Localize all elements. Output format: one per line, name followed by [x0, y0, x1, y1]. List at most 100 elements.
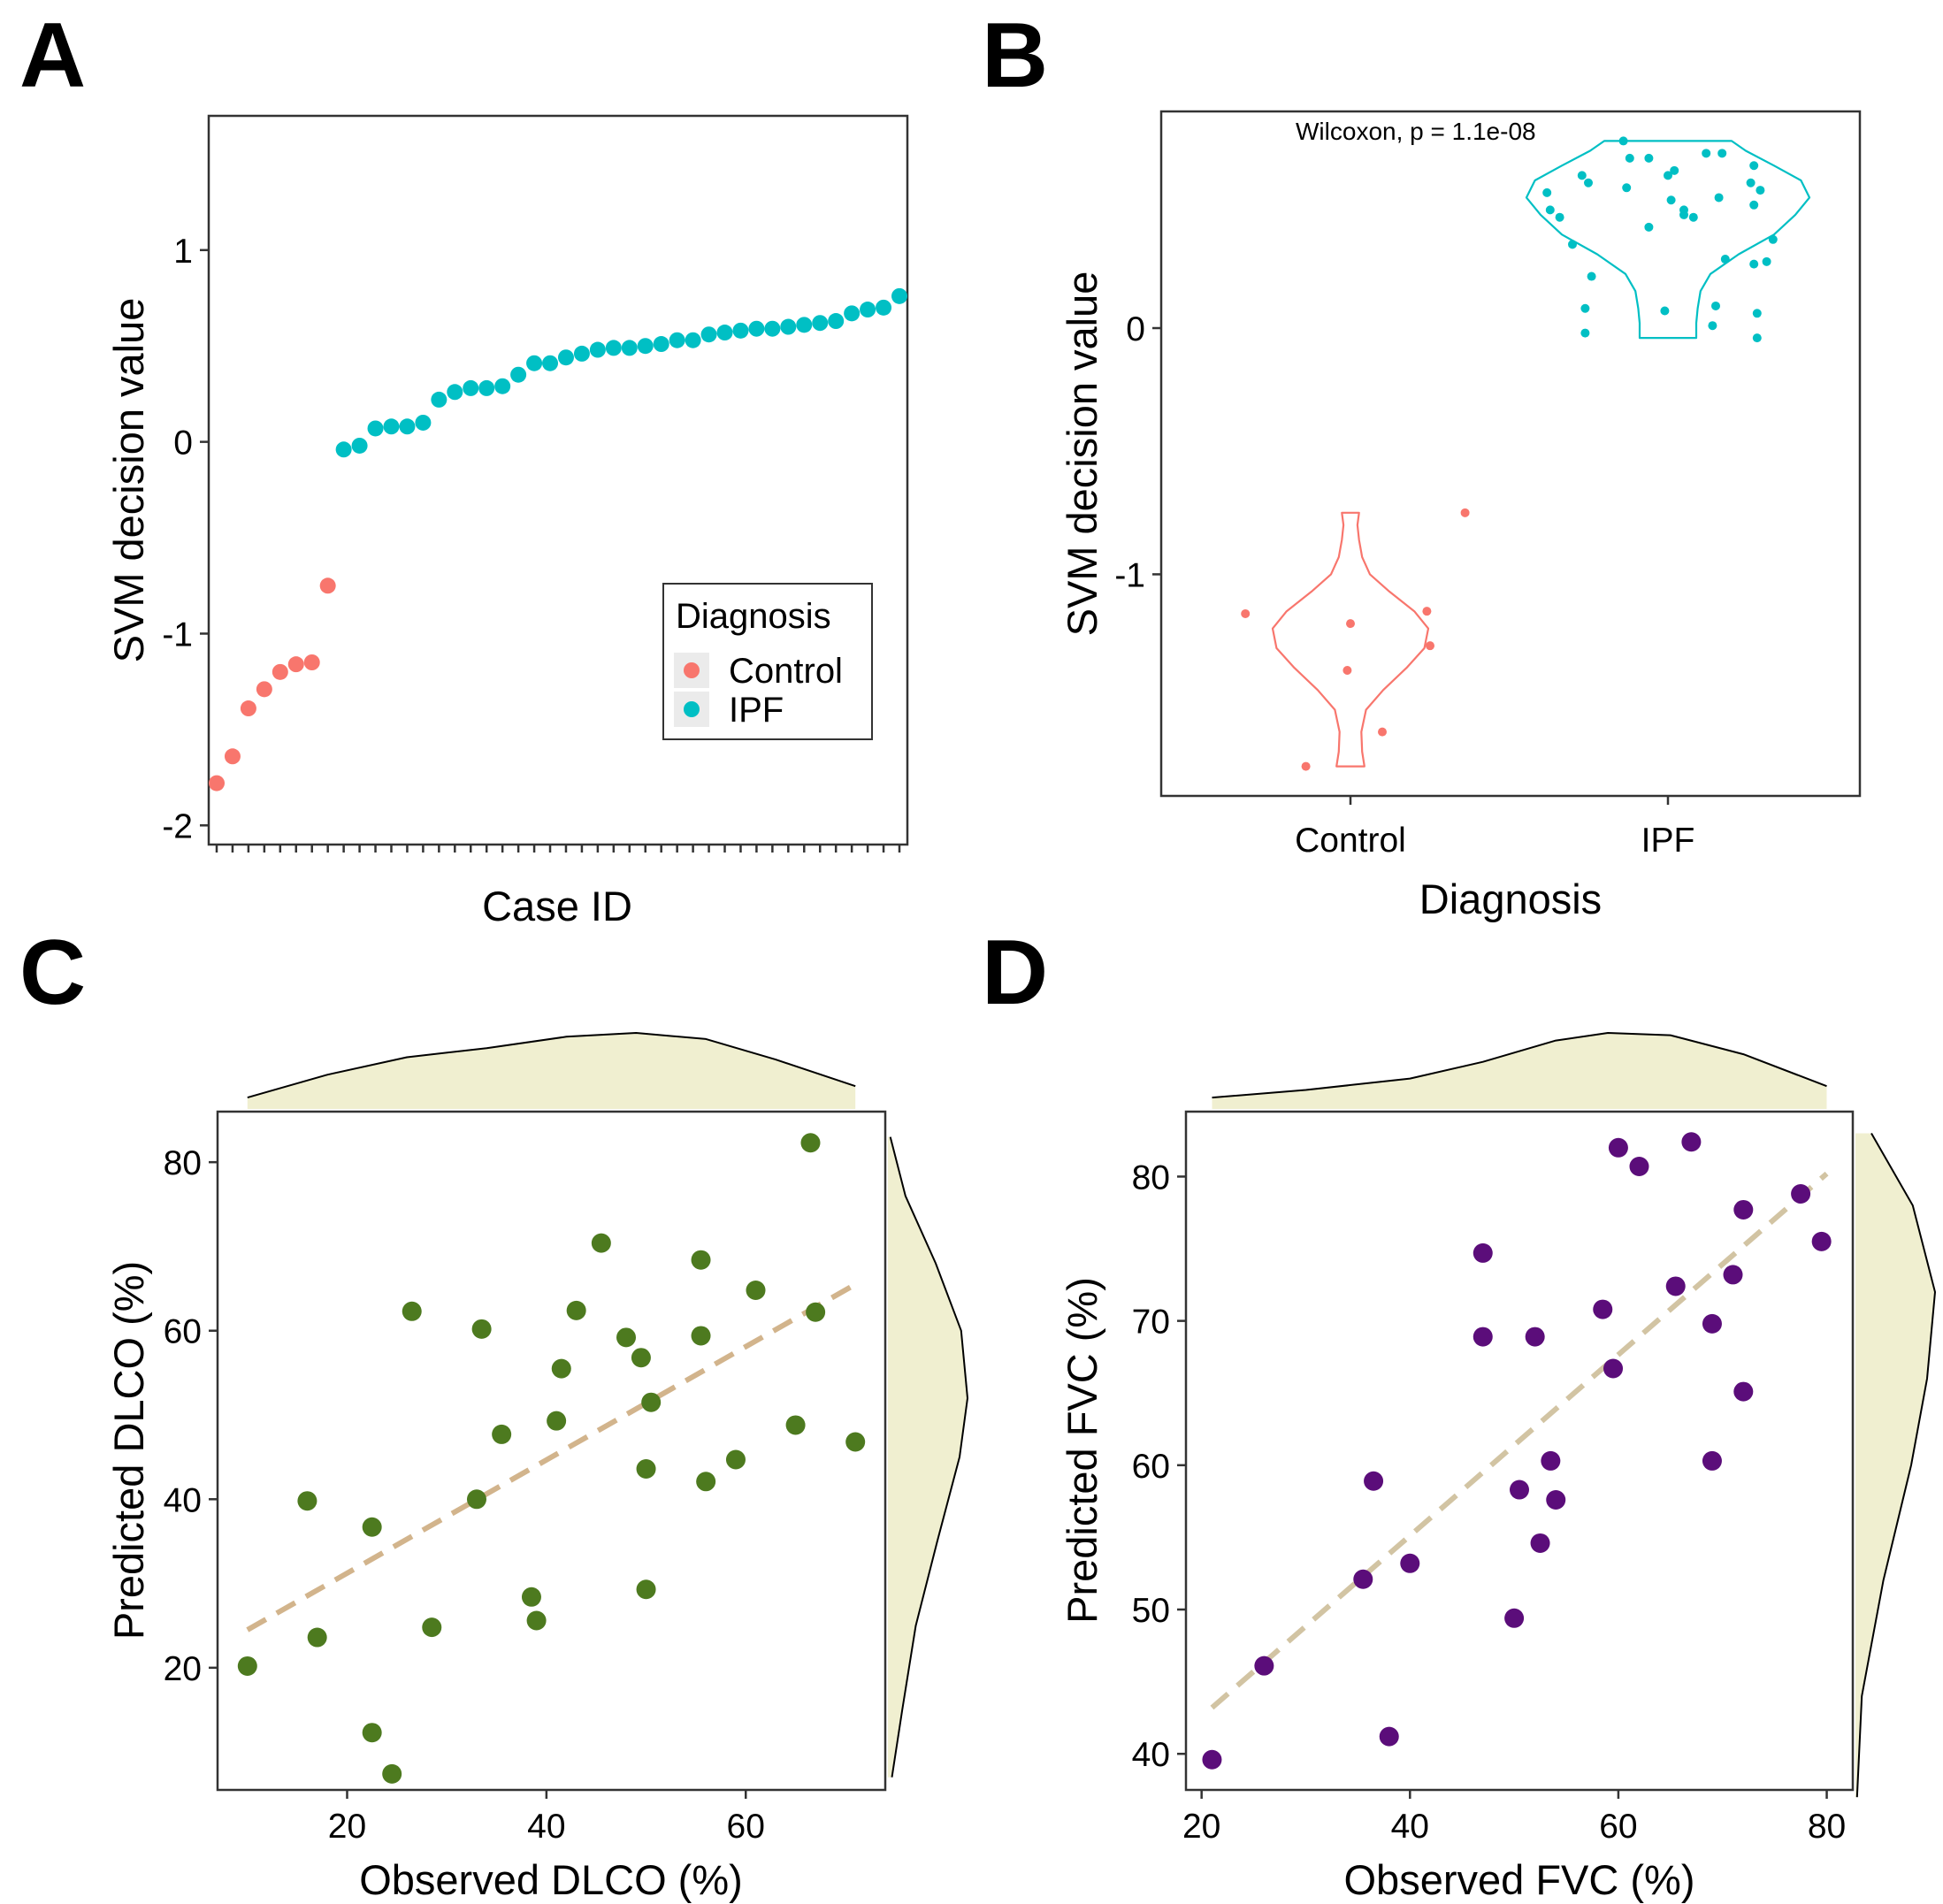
point-ipf [1749, 259, 1759, 269]
data-point [591, 1233, 611, 1253]
point-ipf [589, 341, 606, 358]
panel-c-y-tick-label: 80 [164, 1144, 202, 1182]
panel-label-a: A [19, 4, 86, 107]
point-ipf [1584, 178, 1593, 187]
data-point [1811, 1231, 1832, 1251]
point-ipf [685, 332, 701, 348]
data-point [466, 1489, 486, 1510]
point-ipf [1545, 205, 1555, 215]
point-ipf [732, 322, 749, 339]
point-control [1426, 641, 1434, 651]
point-ipf [1702, 149, 1711, 158]
panel-c-trend-line [246, 1281, 857, 1633]
point-ipf [351, 437, 368, 454]
data-point [547, 1411, 567, 1431]
point-ipf [844, 305, 861, 322]
point-control [1241, 608, 1251, 618]
point-ipf [557, 349, 574, 366]
point-control [1378, 727, 1387, 737]
panel-b-x-axis: Control IPF [1295, 796, 1694, 860]
panel-c-y-axis: 20 40 60 80 [164, 1144, 218, 1688]
point-ipf [573, 345, 590, 362]
point-ipf [1644, 153, 1654, 163]
point-control [1460, 508, 1470, 517]
data-point [1254, 1655, 1274, 1676]
point-ipf [1666, 195, 1676, 205]
data-point [1473, 1243, 1493, 1263]
point-ipf [1752, 333, 1762, 343]
panel-b-x-axis-title: Diagnosis [1419, 876, 1602, 922]
panel-d-x-tick-label: 20 [1182, 1808, 1220, 1846]
panel-d-y-tick-label: 40 [1132, 1736, 1170, 1774]
data-point [551, 1358, 571, 1379]
panel-c-x-tick-label: 60 [727, 1808, 765, 1846]
data-point [641, 1392, 662, 1412]
panel-d: D 40 50 60 70 80 20 40 60 80 Observed FVC (%) P… [982, 921, 1936, 1903]
data-point [806, 1302, 826, 1322]
panel-label-d: D [982, 921, 1048, 1024]
data-point [1702, 1450, 1722, 1471]
data-point [1541, 1450, 1561, 1471]
legend-label-ipf: IPF [729, 691, 784, 730]
panel-a-legend: Diagnosis Control IPF [662, 583, 873, 740]
point-ipf [1568, 240, 1577, 249]
violin-control [1271, 511, 1430, 768]
panel-a-x-axis-title: Case ID [482, 883, 632, 929]
violin-ipf [1525, 140, 1811, 340]
data-point [746, 1280, 766, 1300]
panel-d-y-axis: 40 50 60 70 80 [1132, 1158, 1186, 1774]
panel-a-y-axis: -2 -1 0 1 [162, 233, 209, 845]
point-ipf [653, 336, 669, 353]
point-ipf [780, 318, 797, 335]
panel-d-points [1202, 1132, 1832, 1770]
data-point [1665, 1276, 1686, 1296]
panel-d-x-axis-title: Observed FVC (%) [1344, 1856, 1695, 1903]
panel-a-points [209, 287, 907, 791]
point-ipf [367, 420, 384, 437]
panel-c-x-axis-title: Observed DLCO (%) [359, 1856, 743, 1903]
data-point [297, 1491, 317, 1511]
data-point [1379, 1726, 1399, 1747]
data-point [1603, 1358, 1624, 1379]
point-control [209, 775, 225, 791]
point-ipf [669, 332, 685, 348]
point-ipf [764, 320, 781, 337]
panel-label-b: B [982, 4, 1048, 107]
point-control [224, 748, 241, 765]
panel-b-points [1241, 136, 1778, 771]
panel-d-trend-line [1210, 1171, 1829, 1710]
panel-c-marginal-y-outline [889, 1136, 968, 1778]
panel-b: B -1 0 Control IPF Wilcoxon, p = 1.1e-08 D… [982, 4, 1862, 922]
panel-a-y-tick-label: 0 [173, 424, 193, 463]
panel-b-y-tick-label: 0 [1126, 310, 1145, 348]
point-ipf [1542, 187, 1552, 197]
data-point [521, 1587, 541, 1607]
panel-a-y-tick-label: -1 [162, 616, 193, 654]
panel-c-plot-frame [216, 1110, 887, 1792]
data-point [1593, 1299, 1613, 1319]
point-ipf [1746, 178, 1756, 187]
panel-a-plot-frame [207, 114, 909, 846]
point-ipf [1749, 161, 1759, 171]
point-ipf [542, 355, 559, 371]
point-control [1343, 666, 1352, 676]
data-point [1525, 1327, 1545, 1347]
point-ipf [526, 355, 543, 371]
data-point [1546, 1489, 1566, 1510]
point-control [272, 663, 288, 680]
point-ipf [1587, 271, 1596, 281]
point-ipf [1708, 321, 1717, 331]
point-control [1301, 761, 1311, 771]
panel-b-plot-frame [1159, 110, 1862, 798]
point-ipf [700, 326, 717, 343]
point-ipf [1580, 303, 1590, 313]
point-ipf [431, 391, 448, 408]
point-ipf [1670, 165, 1679, 175]
data-point [1400, 1553, 1420, 1573]
point-ipf [1762, 256, 1771, 266]
panel-c-x-axis: 20 40 60 [328, 1790, 765, 1846]
panel-b-y-tick-label: -1 [1114, 556, 1145, 594]
data-point [800, 1133, 821, 1153]
data-point [1791, 1184, 1811, 1204]
data-point [1733, 1381, 1754, 1402]
